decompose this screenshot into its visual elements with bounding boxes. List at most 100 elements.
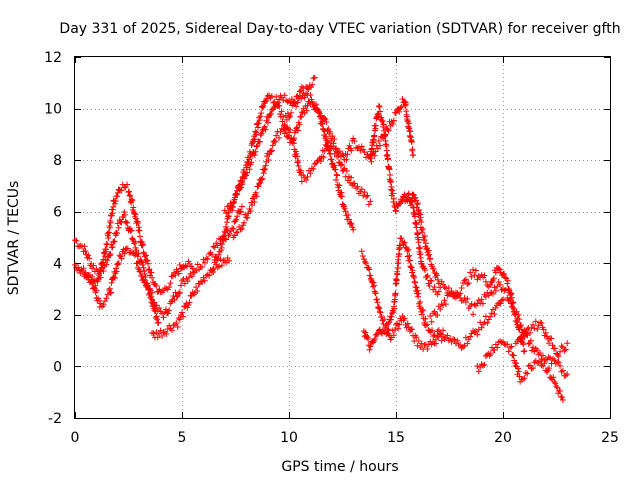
data-point bbox=[422, 315, 429, 322]
data-point bbox=[357, 147, 364, 154]
data-point bbox=[432, 340, 439, 347]
data-point bbox=[226, 213, 233, 220]
data-point bbox=[166, 307, 173, 314]
data-point bbox=[150, 302, 157, 309]
data-point bbox=[440, 302, 447, 309]
data-point bbox=[276, 102, 283, 109]
data-point bbox=[504, 277, 511, 284]
data-point bbox=[131, 239, 138, 246]
data-point bbox=[220, 235, 227, 242]
data-point bbox=[393, 208, 399, 215]
data-point bbox=[367, 272, 374, 279]
data-point bbox=[150, 330, 157, 337]
data-point bbox=[129, 249, 136, 256]
data-point bbox=[348, 147, 355, 154]
data-point bbox=[342, 208, 349, 215]
data-point bbox=[297, 113, 304, 120]
data-point bbox=[431, 332, 438, 339]
data-point bbox=[417, 299, 424, 306]
data-point bbox=[145, 260, 152, 267]
data-point bbox=[281, 122, 288, 129]
data-point bbox=[100, 301, 107, 308]
data-point bbox=[507, 290, 514, 297]
data-point bbox=[257, 113, 264, 120]
data-point bbox=[134, 260, 141, 267]
data-point bbox=[114, 220, 121, 227]
data-point bbox=[381, 127, 388, 134]
data-point bbox=[111, 200, 118, 207]
data-point bbox=[474, 363, 481, 370]
data-point bbox=[451, 336, 458, 343]
data-point bbox=[118, 255, 125, 262]
data-point bbox=[465, 280, 472, 287]
data-point bbox=[214, 264, 221, 271]
y-tick-label: 10 bbox=[44, 102, 62, 118]
data-point bbox=[406, 127, 413, 134]
data-point bbox=[209, 266, 216, 273]
data-point bbox=[421, 233, 428, 240]
data-point bbox=[300, 85, 307, 92]
data-point bbox=[215, 251, 222, 258]
data-point bbox=[139, 242, 146, 249]
data-point bbox=[194, 287, 201, 294]
data-point bbox=[437, 330, 444, 337]
data-point bbox=[382, 324, 389, 331]
data-point bbox=[184, 278, 191, 285]
data-point bbox=[515, 368, 522, 375]
data-point bbox=[487, 313, 494, 320]
data-point bbox=[561, 347, 568, 354]
data-point bbox=[139, 262, 146, 269]
data-point bbox=[558, 343, 565, 350]
data-point bbox=[244, 214, 251, 221]
data-point bbox=[515, 336, 522, 343]
data-point bbox=[182, 262, 189, 269]
data-point bbox=[545, 354, 552, 361]
data-point bbox=[279, 118, 286, 125]
data-point bbox=[500, 286, 506, 293]
data-point bbox=[218, 262, 225, 269]
data-point bbox=[461, 277, 468, 284]
data-point bbox=[464, 281, 471, 288]
data-point bbox=[145, 286, 152, 293]
data-point bbox=[223, 210, 230, 217]
data-point bbox=[527, 362, 534, 369]
data-point bbox=[223, 226, 230, 233]
data-point bbox=[422, 267, 429, 274]
data-point bbox=[294, 153, 301, 160]
data-point bbox=[455, 291, 462, 298]
data-point bbox=[402, 244, 409, 251]
data-point bbox=[303, 107, 310, 114]
data-point bbox=[186, 299, 193, 306]
data-point bbox=[434, 311, 441, 318]
data-point bbox=[149, 274, 156, 281]
data-point bbox=[296, 88, 303, 95]
data-point bbox=[551, 378, 558, 385]
data-point bbox=[298, 114, 305, 121]
data-point bbox=[559, 396, 566, 403]
data-point bbox=[464, 295, 471, 302]
data-point bbox=[387, 316, 394, 323]
data-point bbox=[365, 335, 372, 342]
data-point bbox=[177, 282, 184, 289]
data-point bbox=[537, 319, 544, 326]
data-point bbox=[164, 326, 171, 333]
data-point bbox=[106, 224, 113, 231]
data-point bbox=[438, 331, 445, 338]
data-point bbox=[262, 162, 269, 169]
data-point bbox=[424, 346, 431, 353]
data-point bbox=[404, 247, 411, 254]
data-point bbox=[261, 166, 268, 173]
data-point bbox=[159, 332, 166, 339]
data-point bbox=[142, 277, 149, 284]
data-point bbox=[441, 297, 448, 304]
data-point bbox=[127, 192, 134, 199]
y-tick-label: 12 bbox=[44, 50, 62, 66]
data-point bbox=[371, 132, 378, 139]
data-point bbox=[203, 255, 210, 262]
data-point bbox=[367, 343, 374, 350]
data-point bbox=[478, 361, 485, 368]
data-point bbox=[460, 343, 467, 350]
data-point bbox=[101, 253, 108, 260]
data-point bbox=[243, 164, 250, 171]
data-point bbox=[251, 152, 258, 159]
